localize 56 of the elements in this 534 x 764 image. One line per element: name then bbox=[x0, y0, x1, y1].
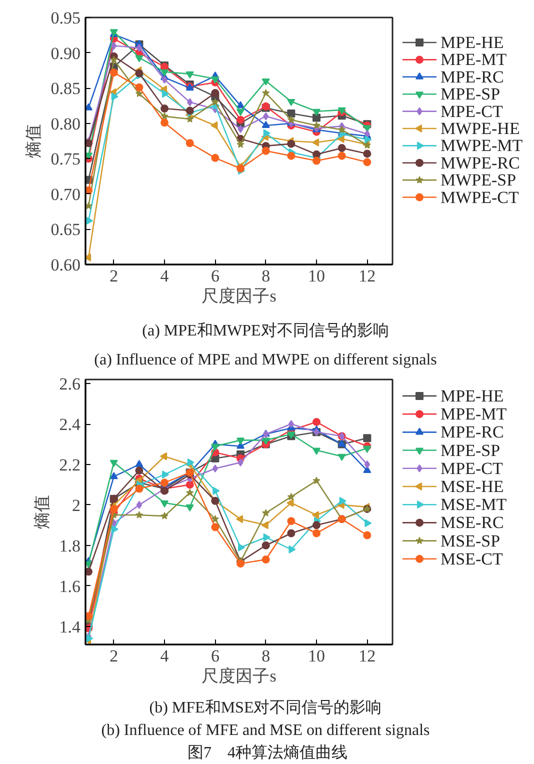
legend-label: MPE-CT bbox=[440, 458, 504, 478]
y-tick-label: 0.90 bbox=[50, 44, 80, 63]
x-tick-label: 4 bbox=[160, 266, 170, 286]
y-tick-label: 2.4 bbox=[59, 415, 81, 434]
y-axis-title: 熵值 bbox=[32, 495, 52, 529]
x-tick-label: 6 bbox=[210, 646, 220, 666]
legend-label: MWPE-CT bbox=[440, 188, 520, 207]
legend-label: MPE-SP bbox=[440, 440, 500, 460]
y-tick-label: 0.85 bbox=[50, 79, 80, 98]
legend-label: MPE-SP bbox=[440, 84, 500, 104]
text: (a) Influence of MPE and MWPE on different signals bbox=[94, 352, 437, 368]
y-tick-label: 0.60 bbox=[50, 256, 80, 274]
x-tick-label: 8 bbox=[262, 646, 270, 666]
legend-label: MWPE-SP bbox=[440, 170, 516, 190]
legend-label: MPE-RC bbox=[440, 67, 504, 86]
y-tick-label: 1.8 bbox=[59, 536, 80, 556]
x-tick-label: 4 bbox=[160, 646, 170, 666]
y-tick-label: 0.95 bbox=[50, 8, 80, 28]
text: (a) MPE和MWPE对不同信号的影响 bbox=[142, 322, 389, 340]
legend-label: MPE-MT bbox=[440, 50, 508, 70]
y-tick-label: 0.80 bbox=[50, 114, 80, 134]
y-axis-title: 熵值 bbox=[24, 124, 43, 158]
y-tick-label: 1.4 bbox=[59, 617, 81, 636]
y-tick-label: 0.65 bbox=[50, 220, 80, 240]
legend-label: MWPE-RC bbox=[440, 153, 520, 172]
y-tick-label: 0.70 bbox=[50, 184, 80, 204]
legend-label: MWPE-MT bbox=[440, 136, 524, 156]
text: (b) MFE和MSE对不同信号的影响 bbox=[149, 698, 382, 716]
legend-label: MWPE-HE bbox=[440, 118, 520, 138]
legend-label: MPE-HE bbox=[440, 33, 504, 52]
legend-label: MPE-CT bbox=[440, 102, 504, 121]
x-tick-label: 12 bbox=[358, 646, 376, 666]
legend-label: MPE-RC bbox=[440, 422, 504, 442]
y-tick-label: 2.6 bbox=[59, 374, 80, 394]
y-tick-label: 2.2 bbox=[59, 455, 80, 474]
legend-label: MPE-MT bbox=[440, 404, 508, 424]
x-tick-label: 2 bbox=[110, 266, 118, 286]
legend-label: MSE-RC bbox=[440, 513, 504, 532]
legend-label: MSE-MT bbox=[440, 495, 508, 514]
x-axis-title: 尺度因子s bbox=[202, 666, 276, 686]
y-tick-label: 0.75 bbox=[50, 150, 80, 169]
legend-label: MSE-CT bbox=[440, 549, 504, 568]
legend-label: MPE-HE bbox=[440, 386, 504, 406]
text: (b) Influence of MFE and MSE on different signals bbox=[101, 722, 430, 739]
x-tick-label: 10 bbox=[308, 646, 326, 666]
x-tick-label: 2 bbox=[110, 646, 118, 666]
y-tick-label: 1.6 bbox=[59, 576, 80, 596]
legend-label: MSE-SP bbox=[440, 531, 500, 550]
x-axis-title: 尺度因子s bbox=[202, 286, 276, 306]
x-tick-label: 6 bbox=[210, 266, 220, 286]
x-tick-label: 12 bbox=[358, 266, 376, 286]
x-tick-label: 8 bbox=[262, 266, 270, 286]
caption: 图7 4种算法熵值曲线 bbox=[188, 744, 348, 762]
legend-label: MSE-HE bbox=[440, 476, 504, 496]
x-tick-label: 10 bbox=[308, 266, 326, 286]
y-tick-label: 2 bbox=[72, 496, 80, 515]
